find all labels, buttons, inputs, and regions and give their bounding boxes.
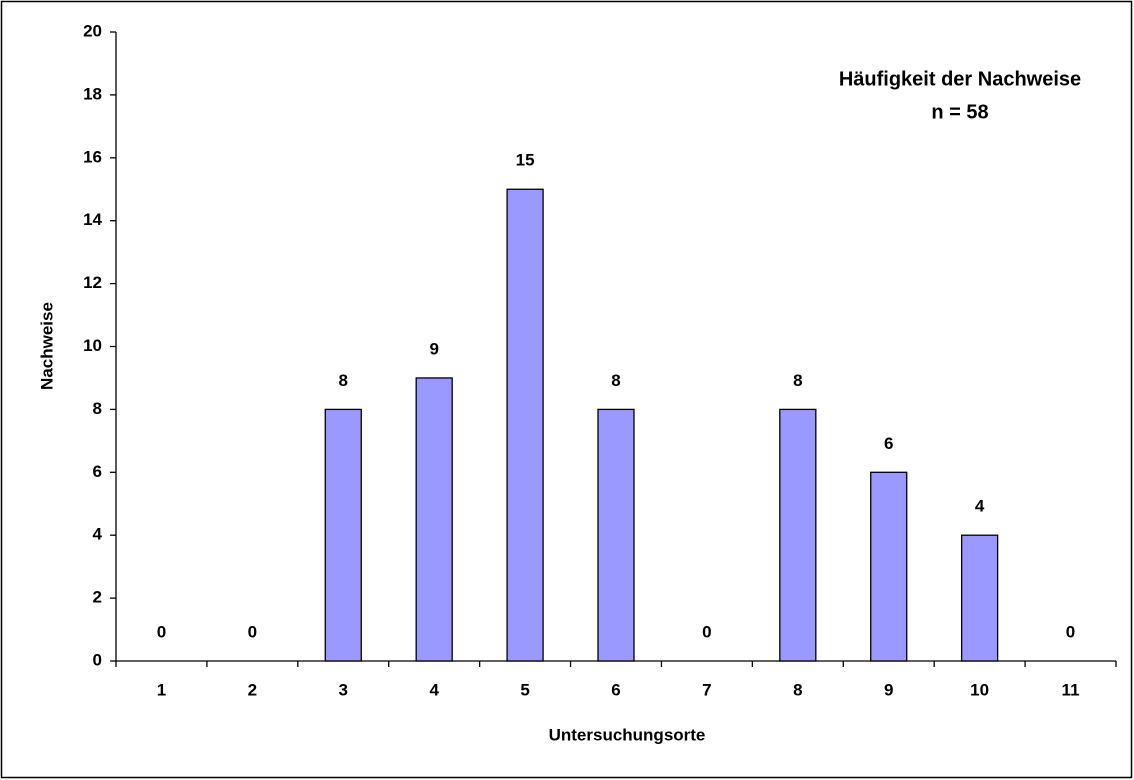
y-tick-label: 4	[93, 525, 103, 544]
y-tick-label: 12	[83, 273, 102, 292]
bar	[506, 188, 544, 662]
data-label: 0	[157, 622, 166, 641]
data-label: 15	[516, 151, 535, 170]
y-tick-label: 14	[83, 210, 102, 229]
x-tick-label: 9	[884, 680, 893, 699]
data-label: 8	[339, 371, 348, 390]
bar	[597, 408, 635, 662]
y-tick-label: 10	[83, 336, 102, 355]
x-tick-label: 10	[970, 680, 989, 699]
y-tick-label: 6	[93, 462, 102, 481]
bar	[870, 471, 908, 662]
y-tick-label: 20	[83, 21, 102, 40]
chart-subtitle: n = 58	[931, 101, 988, 123]
y-tick-label: 18	[83, 84, 102, 103]
data-label: 4	[975, 497, 985, 516]
y-tick-label: 16	[83, 147, 102, 166]
data-label: 8	[611, 371, 620, 390]
x-tick-label: 5	[520, 680, 529, 699]
x-tick-label: 7	[702, 680, 711, 699]
x-tick-label: 2	[248, 680, 257, 699]
data-label: 0	[248, 622, 257, 641]
bar	[415, 377, 453, 662]
data-label: 6	[884, 434, 893, 453]
bar	[779, 408, 817, 662]
x-tick-label: 6	[611, 680, 620, 699]
data-label: 8	[793, 371, 802, 390]
y-tick-label: 0	[93, 650, 102, 669]
x-axis-label: Untersuchungsorte	[549, 725, 706, 744]
bar	[324, 408, 362, 662]
x-tick-label: 3	[339, 680, 348, 699]
chart-title: Häufigkeit der Nachweise	[839, 68, 1081, 90]
data-label: 0	[702, 622, 711, 641]
x-tick-label: 11	[1062, 680, 1080, 699]
x-tick-label: 4	[429, 680, 439, 699]
data-label: 0	[1066, 622, 1075, 641]
x-tick-label: 8	[793, 680, 802, 699]
data-label: 9	[429, 339, 438, 358]
x-tick-label: 1	[157, 680, 166, 699]
y-tick-label: 2	[93, 588, 102, 607]
bar	[960, 534, 999, 662]
y-axis-label: Nachweise	[37, 302, 56, 390]
y-tick-label: 8	[93, 399, 102, 418]
